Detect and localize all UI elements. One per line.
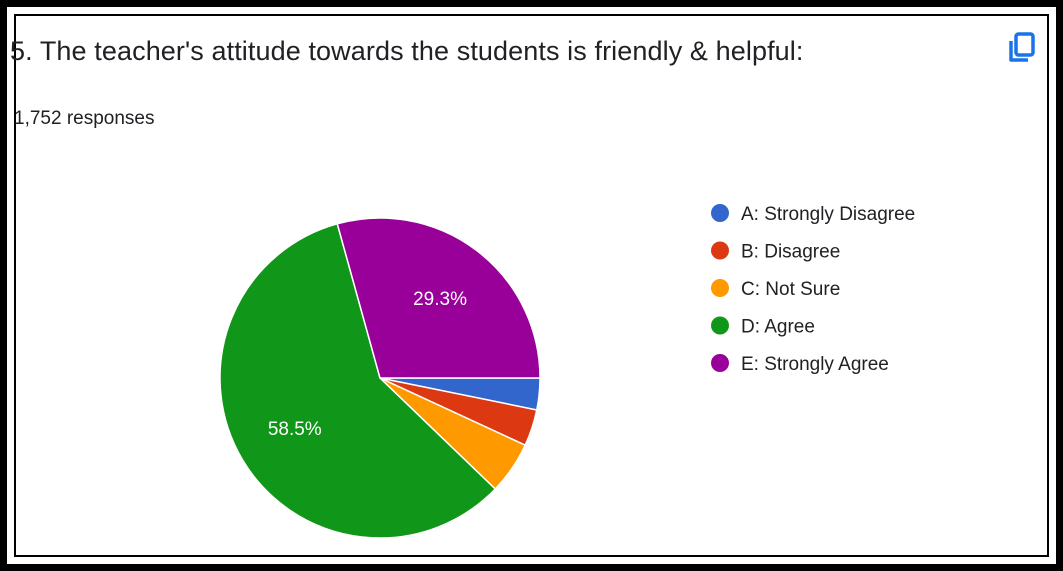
legend-label: A: Strongly Disagree [741, 204, 915, 225]
question-title: 5. The teacher's attitude towards the st… [10, 36, 804, 66]
response-count: 1,752 responses [14, 108, 155, 129]
legend-swatch [711, 279, 729, 297]
pie-slice-label: 58.5% [268, 419, 322, 440]
legend-swatch [711, 204, 729, 222]
legend-item[interactable]: C: Not Sure [711, 279, 840, 300]
legend-swatch [711, 241, 729, 260]
chart-card [14, 14, 1049, 557]
legend-label: C: Not Sure [741, 279, 840, 300]
pie-labels: 58.5% 29.3% [268, 289, 467, 440]
legend-item[interactable]: D: Agree [711, 316, 815, 338]
legend-item[interactable]: A: Strongly Disagree [711, 204, 915, 225]
pie-slice-e[interactable] [336, 217, 541, 379]
legend-swatch [711, 354, 729, 372]
pie-slice-d[interactable] [219, 222, 497, 539]
legend-item[interactable]: B: Disagree [711, 241, 840, 263]
legend-label: B: Disagree [741, 242, 840, 263]
legend-label: E: Strongly Agree [741, 354, 889, 375]
pie-slice-label: 29.3% [413, 289, 467, 310]
legend-label: D: Agree [741, 317, 815, 338]
legend-item[interactable]: E: Strongly Agree [711, 354, 889, 375]
chart-legend: A: Strongly Disagree B: Disagree C: Not Su… [711, 204, 915, 375]
copy-icon [1009, 32, 1035, 62]
pie-slices [219, 217, 541, 539]
copy-chart-button[interactable] [1003, 30, 1039, 66]
legend-swatch [711, 316, 729, 335]
